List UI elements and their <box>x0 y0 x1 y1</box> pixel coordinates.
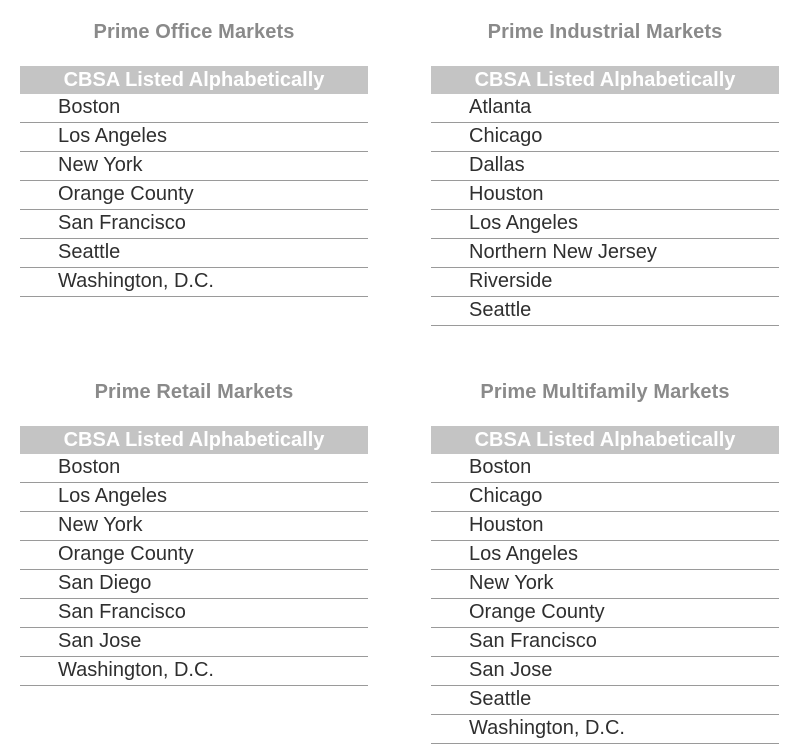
market-row: New York <box>20 152 368 181</box>
multifamily-markets-title: Prime Multifamily Markets <box>480 381 730 403</box>
market-row: Northern New Jersey <box>431 239 779 268</box>
market-row: Los Angeles <box>20 123 368 152</box>
market-row: Chicago <box>431 483 779 512</box>
market-row: San Francisco <box>20 599 368 628</box>
market-row: Seattle <box>431 297 779 326</box>
office-markets-title: Prime Office Markets <box>93 21 295 43</box>
office-markets-panel: Prime Office Markets CBSA Listed Alphabe… <box>20 20 368 297</box>
market-row: Houston <box>431 512 779 541</box>
multifamily-markets-table-header: CBSA Listed Alphabetically <box>431 426 779 454</box>
industrial-markets-table-header: CBSA Listed Alphabetically <box>431 66 779 94</box>
retail-markets-list: Boston Los Angeles New York Orange County Sa… <box>20 454 368 686</box>
market-row: Boston <box>431 454 779 483</box>
market-row: Chicago <box>431 123 779 152</box>
market-row: San Francisco <box>431 628 779 657</box>
market-row: Seattle <box>20 239 368 268</box>
market-row: Washington, D.C. <box>20 268 368 297</box>
industrial-markets-title: Prime Industrial Markets <box>487 21 723 43</box>
multifamily-markets-panel: Prime Multifamily Markets CBSA Listed Al… <box>431 380 779 744</box>
market-row: Los Angeles <box>431 210 779 239</box>
market-row: Washington, D.C. <box>20 657 368 686</box>
retail-markets-title: Prime Retail Markets <box>94 381 294 403</box>
industrial-markets-list: Atlanta Chicago Dallas Houston Los Angeles No… <box>431 94 779 326</box>
market-row: Orange County <box>20 541 368 570</box>
market-row: Houston <box>431 181 779 210</box>
multifamily-markets-list: Boston Chicago Houston Los Angeles New York O… <box>431 454 779 744</box>
market-row: Dallas <box>431 152 779 181</box>
market-row: Orange County <box>431 599 779 628</box>
market-row: Los Angeles <box>20 483 368 512</box>
market-row: Orange County <box>20 181 368 210</box>
retail-markets-panel: Prime Retail Markets CBSA Listed Alphabe… <box>20 380 368 686</box>
retail-markets-table-header: CBSA Listed Alphabetically <box>20 426 368 454</box>
market-row: New York <box>20 512 368 541</box>
market-row: Los Angeles <box>431 541 779 570</box>
market-row: Riverside <box>431 268 779 297</box>
market-row: Boston <box>20 454 368 483</box>
industrial-markets-panel: Prime Industrial Markets CBSA Listed Alp… <box>431 20 779 326</box>
market-row: Seattle <box>431 686 779 715</box>
market-row: San Jose <box>431 657 779 686</box>
market-row: San Francisco <box>20 210 368 239</box>
market-row: New York <box>431 570 779 599</box>
market-row: Atlanta <box>431 94 779 123</box>
market-row: Boston <box>20 94 368 123</box>
market-row: Washington, D.C. <box>431 715 779 744</box>
office-markets-list: Boston Los Angeles New York Orange County Sa… <box>20 94 368 297</box>
market-row: San Diego <box>20 570 368 599</box>
market-row: San Jose <box>20 628 368 657</box>
office-markets-table-header: CBSA Listed Alphabetically <box>20 66 368 94</box>
